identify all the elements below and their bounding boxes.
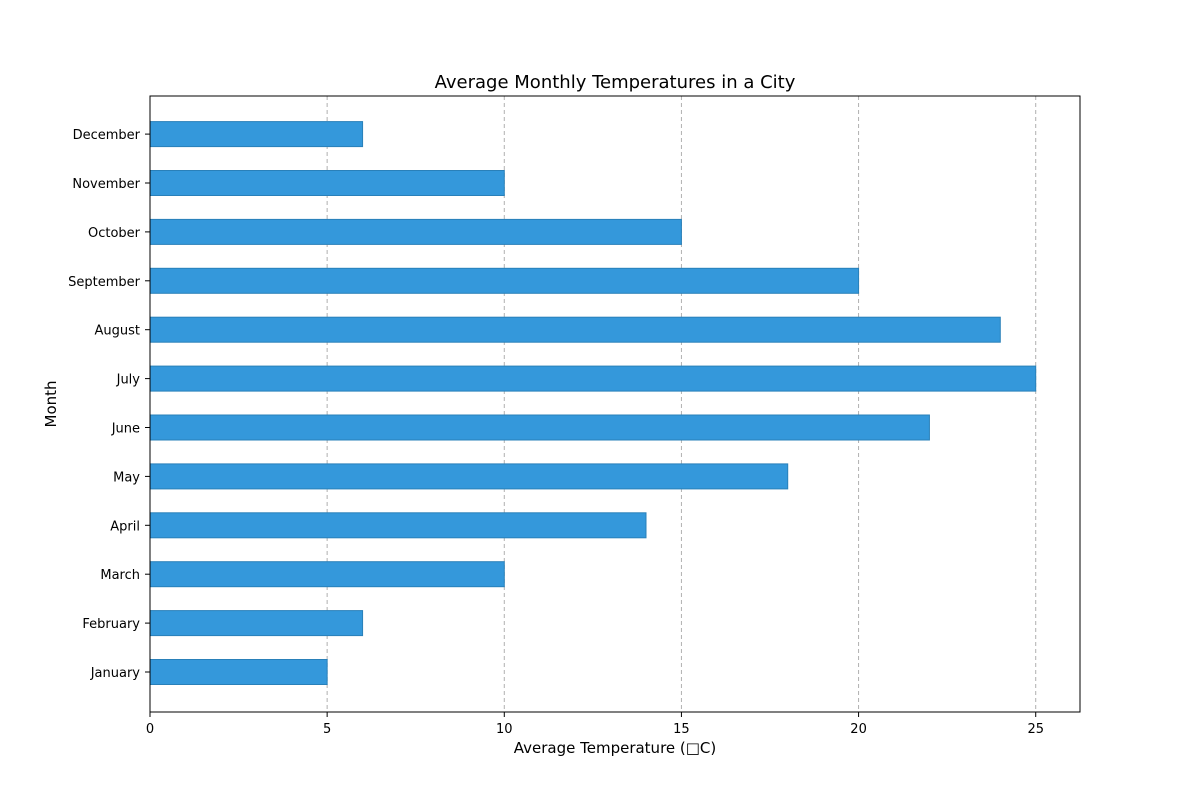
bar-june <box>149 414 930 441</box>
y-tick-label: May <box>113 470 140 485</box>
chart-title: Average Monthly Temperatures in a City <box>435 72 796 93</box>
bar-november <box>149 170 505 196</box>
y-tick-label: June <box>111 422 140 437</box>
bar-may <box>149 463 789 490</box>
y-tick-label: January <box>90 666 141 681</box>
bar-january <box>149 659 328 685</box>
y-axis-title: Month <box>42 380 60 427</box>
y-tick-label: November <box>72 177 140 192</box>
y-tick-label: March <box>100 568 140 583</box>
bar-july <box>149 365 1037 392</box>
x-tick-label: 0 <box>146 722 154 737</box>
x-axis-title: Average Temperature (□C) <box>514 739 717 757</box>
y-tick-label: July <box>116 373 141 388</box>
bar-august <box>149 316 1001 343</box>
plot-frame <box>149 95 1081 713</box>
y-tick-label: October <box>88 226 141 241</box>
x-tick-label: 5 <box>323 722 331 737</box>
bar-february <box>149 610 364 637</box>
bar-april <box>149 512 647 539</box>
bar-september <box>149 267 860 294</box>
y-tick-label: February <box>82 617 140 632</box>
bars <box>149 121 1037 685</box>
y-tick-label: April <box>110 519 140 534</box>
y-tick-label: December <box>73 128 141 143</box>
x-tick-label: 20 <box>850 722 867 737</box>
x-tick-label: 25 <box>1027 722 1044 737</box>
bar-december <box>149 121 364 148</box>
y-tick-label: August <box>95 324 141 339</box>
x-axis-ticks: 0 5 10 15 20 25 <box>146 712 1044 737</box>
x-tick-label: 15 <box>673 722 690 737</box>
x-tick-label: 10 <box>496 722 513 737</box>
y-axis-ticks: January February March April May June July Augu… <box>68 128 150 681</box>
bar-october <box>149 218 682 245</box>
gridlines <box>326 96 1037 712</box>
bar-march <box>149 561 505 588</box>
y-tick-label: September <box>68 275 141 290</box>
